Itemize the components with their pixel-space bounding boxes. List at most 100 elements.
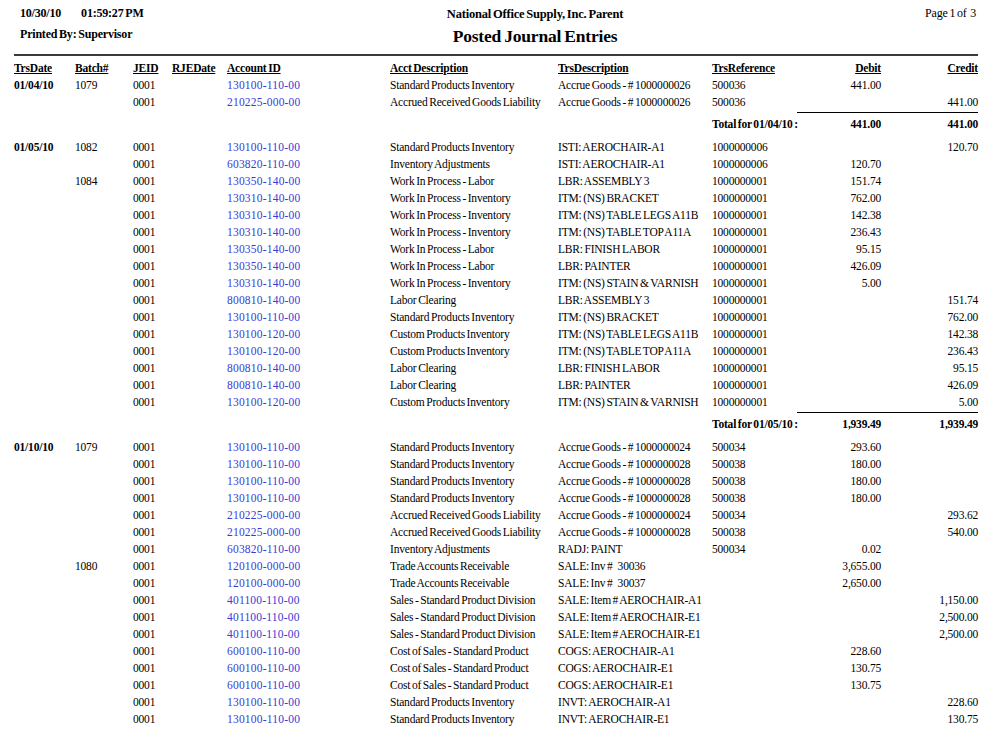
- cell-jeid: 0001: [133, 327, 172, 344]
- cell-batch: [75, 259, 133, 276]
- cell-credit: [881, 242, 978, 259]
- cell-debit: [797, 327, 881, 344]
- account-id-link[interactable]: 130310-140-00: [227, 208, 390, 225]
- account-id-link[interactable]: 130100-110-00: [227, 440, 390, 457]
- cell-date: [14, 293, 75, 310]
- cell-debit: [797, 344, 881, 361]
- cell-credit: 142.38: [881, 327, 978, 344]
- account-id-link[interactable]: 210225-000-00: [227, 525, 390, 542]
- account-id-link[interactable]: 130100-110-00: [227, 457, 390, 474]
- cell-credit: [881, 157, 978, 174]
- account-id-link[interactable]: 130310-140-00: [227, 191, 390, 208]
- table-row: 0001210225-000-00Accrued Received Goods …: [14, 508, 978, 525]
- cell-batch: [75, 395, 133, 413]
- account-id-link[interactable]: 130100-110-00: [227, 712, 390, 729]
- cell-batch: [75, 208, 133, 225]
- account-id-link[interactable]: 130100-120-00: [227, 327, 390, 344]
- cell-trs_desc: SALE: Item # AEROCHAIR-A1: [558, 593, 712, 610]
- cell-trs_desc: ITM: (NS) TABLE LEGS A11B: [558, 327, 712, 344]
- account-id-link[interactable]: 210225-000-00: [227, 95, 390, 113]
- cell-acct_desc: Cost of Sales - Standard Product: [390, 678, 558, 695]
- cell-debit: 0.02: [797, 542, 881, 559]
- cell-credit: 130.75: [881, 712, 978, 729]
- table-row: 0001130100-120-00Custom Products Invento…: [14, 395, 978, 413]
- journal-table-body: 01/04/1010790001130100-110-00Standard Pr…: [14, 78, 978, 729]
- cell-ref: 1000000001: [712, 208, 797, 225]
- cell-acct_desc: Accrued Received Goods Liability: [390, 525, 558, 542]
- cell-credit: [881, 78, 978, 95]
- total-credit: 1,939.49: [881, 413, 978, 435]
- cell-date: [14, 225, 75, 242]
- cell-acct_desc: Standard Products Inventory: [390, 491, 558, 508]
- cell-acct_desc: Work In Process - Labor: [390, 174, 558, 191]
- table-row: 0001600100-110-00Cost of Sales - Standar…: [14, 644, 978, 661]
- cell-jeid: 0001: [133, 440, 172, 457]
- account-id-link[interactable]: 130310-140-00: [227, 225, 390, 242]
- account-id-link[interactable]: 130100-110-00: [227, 695, 390, 712]
- cell-jeid: 0001: [133, 627, 172, 644]
- cell-acct_desc: Standard Products Inventory: [390, 440, 558, 457]
- cell-batch: [75, 276, 133, 293]
- cell-trs_desc: COGS: AEROCHAIR-E1: [558, 661, 712, 678]
- cell-trs_desc: ITM: (NS) BRACKET: [558, 191, 712, 208]
- account-id-link[interactable]: 130100-120-00: [227, 344, 390, 361]
- table-row: 0001401100-110-00Sales - Standard Produc…: [14, 610, 978, 627]
- cell-rje: [172, 559, 227, 576]
- account-id-link[interactable]: 800810-140-00: [227, 361, 390, 378]
- account-id-link[interactable]: 130310-140-00: [227, 276, 390, 293]
- account-id-link[interactable]: 120100-000-00: [227, 576, 390, 593]
- cell-acct_desc: Work In Process - Labor: [390, 242, 558, 259]
- cell-date: [14, 712, 75, 729]
- cell-jeid: 0001: [133, 310, 172, 327]
- account-id-link[interactable]: 130350-140-00: [227, 174, 390, 191]
- account-id-link[interactable]: 130100-110-00: [227, 491, 390, 508]
- cell-batch: [75, 695, 133, 712]
- col-account-id: Account ID: [227, 56, 390, 78]
- cell-jeid: 0001: [133, 276, 172, 293]
- account-id-link[interactable]: 130100-120-00: [227, 395, 390, 413]
- cell-ref: 1000000001: [712, 276, 797, 293]
- cell-credit: [881, 576, 978, 593]
- cell-date: [14, 276, 75, 293]
- cell-rje: [172, 208, 227, 225]
- table-row: 0001130100-110-00Standard Products Inven…: [14, 457, 978, 474]
- account-id-link[interactable]: 210225-000-00: [227, 508, 390, 525]
- cell-jeid: 0001: [133, 225, 172, 242]
- cell-jeid: 0001: [133, 242, 172, 259]
- cell-credit: [881, 644, 978, 661]
- account-id-link[interactable]: 600100-110-00: [227, 661, 390, 678]
- account-id-link[interactable]: 401100-110-00: [227, 610, 390, 627]
- report-titles: National Office Supply, Inc. Parent Post…: [254, 6, 816, 47]
- account-id-link[interactable]: 603820-110-00: [227, 542, 390, 559]
- cell-date: [14, 474, 75, 491]
- account-id-link[interactable]: 130100-110-00: [227, 310, 390, 327]
- account-id-link[interactable]: 600100-110-00: [227, 644, 390, 661]
- cell-jeid: 0001: [133, 644, 172, 661]
- cell-jeid: 0001: [133, 474, 172, 491]
- cell-rje: [172, 361, 227, 378]
- cell-rje: [172, 174, 227, 191]
- account-id-link[interactable]: 401100-110-00: [227, 593, 390, 610]
- col-batch: Batch#: [75, 56, 133, 78]
- account-id-link[interactable]: 130100-110-00: [227, 78, 390, 95]
- account-id-link[interactable]: 130100-110-00: [227, 474, 390, 491]
- cell-ref: 1000000001: [712, 242, 797, 259]
- cell-trs_desc: SALE: Inv # 30036: [558, 559, 712, 576]
- cell-trs_desc: Accrue Goods - # 1000000024: [558, 440, 712, 457]
- cell-trs_desc: ISTI: AEROCHAIR-A1: [558, 140, 712, 157]
- account-id-link[interactable]: 130100-110-00: [227, 140, 390, 157]
- table-row: 01/04/1010790001130100-110-00Standard Pr…: [14, 78, 978, 95]
- account-id-link[interactable]: 130350-140-00: [227, 259, 390, 276]
- account-id-link[interactable]: 603820-110-00: [227, 157, 390, 174]
- account-id-link[interactable]: 600100-110-00: [227, 678, 390, 695]
- table-row: 0001130100-110-00Standard Products Inven…: [14, 491, 978, 508]
- cell-jeid: 0001: [133, 593, 172, 610]
- account-id-link[interactable]: 800810-140-00: [227, 378, 390, 395]
- account-id-link[interactable]: 130350-140-00: [227, 242, 390, 259]
- cell-date: [14, 259, 75, 276]
- cell-ref: [712, 678, 797, 695]
- account-id-link[interactable]: 401100-110-00: [227, 627, 390, 644]
- account-id-link[interactable]: 800810-140-00: [227, 293, 390, 310]
- account-id-link[interactable]: 120100-000-00: [227, 559, 390, 576]
- cell-date: 01/05/10: [14, 140, 75, 157]
